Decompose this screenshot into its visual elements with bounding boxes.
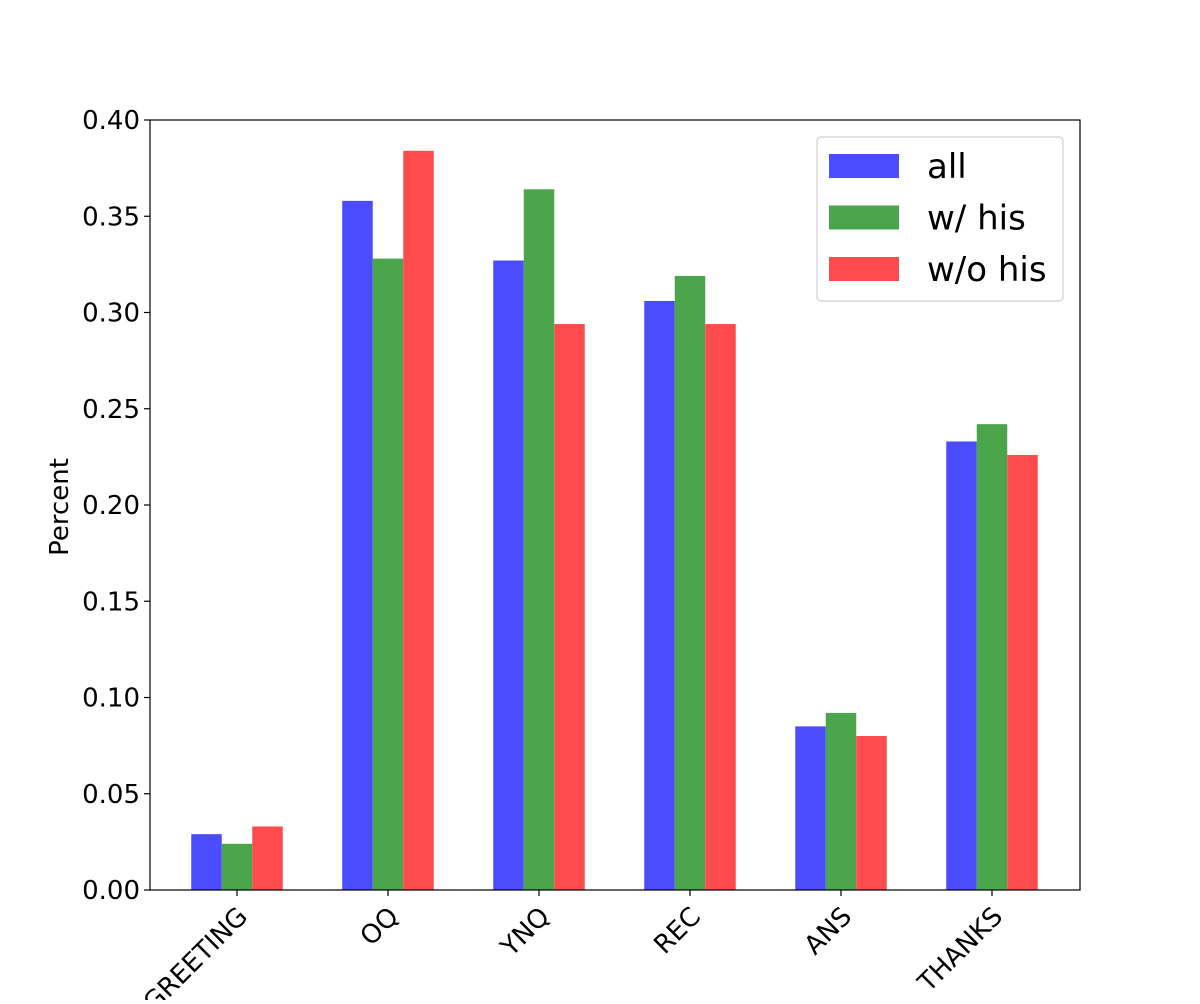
legend-swatch xyxy=(829,257,899,281)
bar-thanks-all xyxy=(946,441,977,890)
y-tick-label: 0.30 xyxy=(82,299,140,329)
y-tick-label: 0.10 xyxy=(82,684,140,714)
bar-thanks-w-o-his xyxy=(1007,454,1038,890)
legend-label: w/ his xyxy=(927,199,1026,239)
x-tick-label: OQ xyxy=(355,902,405,952)
bar-oq-w-his xyxy=(372,258,404,891)
bar-rec-w-his xyxy=(674,275,706,890)
legend-label: w/o his xyxy=(927,250,1047,290)
legend: all w/ his w/o his xyxy=(816,136,1064,302)
bars-layer xyxy=(191,150,1038,891)
bar-rec-all xyxy=(644,300,675,890)
x-tick-label: GREETING xyxy=(138,902,254,1000)
y-tick-label: 0.05 xyxy=(82,780,140,810)
y-tick-label: 0.40 xyxy=(82,106,140,136)
legend-swatch xyxy=(829,154,899,178)
bar-ans-all xyxy=(795,726,826,891)
bar-ynq-all xyxy=(493,260,524,890)
y-axis-label: Percent xyxy=(45,458,75,556)
legend-label: all xyxy=(927,147,967,187)
bar-thanks-w-his xyxy=(976,424,1008,890)
legend-swatch xyxy=(829,205,899,230)
y-tick-label: 0.15 xyxy=(82,587,140,617)
x-tick-label: YNQ xyxy=(495,902,556,963)
bar-ynq-w-o-his xyxy=(554,324,585,890)
y-axis: 0.00 0.05 0.10 0.15 0.20 0.25 0.30 0.35 0.40 xyxy=(82,106,150,906)
x-tick-label: REC xyxy=(649,902,707,960)
x-axis: GREETING OQ YNQ REC ANS THANKS xyxy=(138,890,1009,1004)
bar-greeting-all xyxy=(191,834,222,890)
x-tick-label: ANS xyxy=(799,902,858,961)
bar-oq-w-o-his xyxy=(403,150,434,891)
y-tick-label: 0.00 xyxy=(82,876,140,906)
y-tick-label: 0.20 xyxy=(82,491,140,521)
bar-greeting-w-o-his xyxy=(252,826,283,890)
y-tick-label: 0.25 xyxy=(82,395,140,425)
bar-ynq-w-his xyxy=(523,189,555,891)
bar-ans-w-o-his xyxy=(856,736,887,890)
bar-ans-w-his xyxy=(825,712,857,890)
bar-oq-all xyxy=(342,200,373,891)
y-tick-label: 0.35 xyxy=(82,202,140,232)
x-tick-label: THANKS xyxy=(912,902,1009,999)
bar-rec-w-o-his xyxy=(705,324,736,890)
bar-greeting-w-his xyxy=(221,843,253,890)
